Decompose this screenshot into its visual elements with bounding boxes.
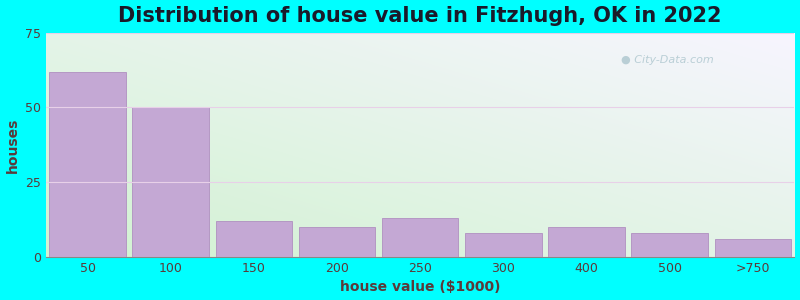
Bar — [216, 221, 292, 257]
Bar — [548, 227, 625, 257]
Bar — [714, 239, 791, 257]
Title: Distribution of house value in Fitzhugh, OK in 2022: Distribution of house value in Fitzhugh,… — [118, 6, 722, 26]
Bar — [50, 72, 126, 257]
Bar — [631, 233, 708, 257]
Bar — [382, 218, 458, 257]
Bar — [298, 227, 375, 257]
Bar — [465, 233, 542, 257]
Y-axis label: houses: houses — [6, 117, 19, 172]
Bar — [133, 107, 209, 257]
X-axis label: house value ($1000): house value ($1000) — [340, 280, 501, 294]
Text: ● City-Data.com: ● City-Data.com — [621, 55, 714, 64]
